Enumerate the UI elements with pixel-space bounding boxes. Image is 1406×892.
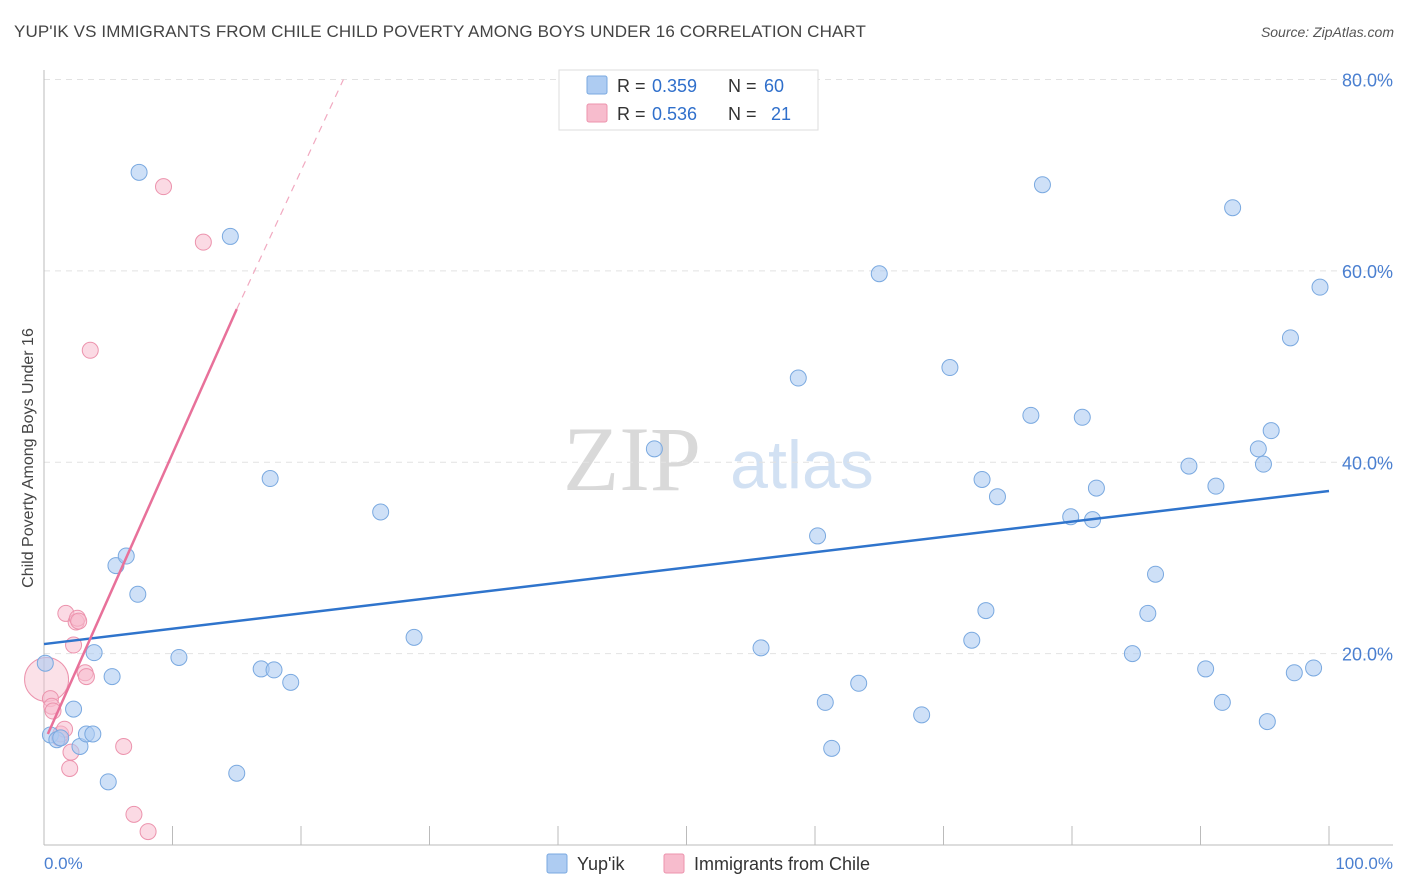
bottom-legend-label-yupik: Yup'ik [577, 854, 625, 874]
point-yupik [1073, 408, 1091, 426]
point-yupik [170, 648, 188, 666]
point-yupik [752, 639, 770, 657]
point-chile [155, 178, 173, 196]
legend-yupik-r-value: 0.359 [652, 76, 697, 96]
y-tick-label: 40.0% [1342, 453, 1393, 473]
trend-line-yupik [43, 489, 1330, 646]
point-yupik [1180, 457, 1198, 475]
point-yupik [52, 729, 70, 747]
point-chile [125, 805, 143, 823]
point-chile [139, 823, 157, 841]
point-yupik [1147, 565, 1165, 583]
point-yupik [1262, 422, 1280, 440]
point-yupik [816, 693, 834, 711]
point-yupik [221, 227, 239, 245]
y-tick-label: 60.0% [1342, 262, 1393, 282]
trend-line-chile [46, 308, 238, 735]
point-yupik [1285, 664, 1303, 682]
y-tick-label: 20.0% [1342, 645, 1393, 665]
point-chile [61, 759, 79, 777]
point-yupik [1139, 604, 1157, 622]
point-yupik [99, 773, 117, 791]
bottom-legend-swatch-chile [663, 853, 685, 874]
legend-chile-n-value: 21 [771, 104, 791, 124]
point-yupik [823, 739, 841, 757]
point-yupik [1305, 659, 1323, 677]
point-yupik [1123, 645, 1141, 663]
point-yupik [1213, 693, 1231, 711]
point-yupik [1224, 199, 1242, 217]
point-yupik [84, 725, 102, 743]
x-tick-label-min: 0.0% [44, 854, 83, 873]
point-yupik [129, 585, 147, 603]
watermark-zip: ZIP [563, 408, 701, 510]
point-yupik [261, 470, 279, 488]
chart-title: YUP'IK VS IMMIGRANTS FROM CHILE CHILD PO… [14, 22, 866, 41]
bottom-legend: Yup'ik Immigrants from Chile [546, 853, 870, 874]
point-yupik [1033, 176, 1051, 194]
point-yupik [1207, 477, 1225, 495]
point-yupik [372, 503, 390, 521]
point-yupik [850, 674, 868, 692]
point-yupik [789, 369, 807, 387]
source-label: Source: ZipAtlas.com [1260, 24, 1394, 40]
point-yupik [645, 440, 663, 458]
x-ticks [43, 826, 1330, 845]
point-yupik [988, 488, 1006, 506]
point-chile [70, 612, 88, 630]
x-tick-label-max: 100.0% [1335, 854, 1393, 873]
point-yupik [228, 764, 246, 782]
legend-box: R = 0.359 N = 60 R = 0.536 N = 21 [558, 69, 819, 131]
series-yupik-points [36, 163, 1329, 791]
point-yupik [1249, 440, 1267, 458]
point-chile [194, 233, 212, 251]
point-yupik [265, 661, 283, 679]
point-yupik [1087, 479, 1105, 497]
point-yupik [870, 265, 888, 283]
point-yupik [103, 668, 121, 686]
y-tick-label: 80.0% [1342, 71, 1393, 91]
watermark: ZIP atlas [563, 408, 874, 510]
legend-yupik-n-value: 60 [764, 76, 784, 96]
point-yupik [65, 700, 83, 718]
point-yupik [1311, 278, 1329, 296]
legend-chile-n-label: N = [728, 104, 757, 124]
bottom-legend-swatch-yupik [546, 853, 568, 874]
point-yupik [809, 527, 827, 545]
point-yupik [282, 673, 300, 691]
legend-chile-r-value: 0.536 [652, 104, 697, 124]
grid [44, 79, 1393, 655]
point-yupik [963, 631, 981, 649]
point-yupik [973, 470, 991, 488]
point-yupik [1197, 660, 1215, 678]
point-yupik [1254, 455, 1272, 473]
bottom-legend-label-chile: Immigrants from Chile [694, 854, 870, 874]
legend-yupik-n-label: N = [728, 76, 757, 96]
point-chile [115, 737, 133, 755]
legend-swatch-yupik [586, 75, 608, 95]
point-yupik [913, 706, 931, 724]
point-yupik [36, 654, 54, 672]
y-tick-labels: 20.0% 40.0% 60.0% 80.0% [1342, 71, 1393, 665]
point-yupik [1281, 329, 1299, 347]
point-yupik [130, 163, 148, 181]
point-yupik [405, 628, 423, 646]
legend-swatch-chile [586, 103, 608, 123]
point-chile [77, 668, 95, 686]
point-yupik [1022, 406, 1040, 424]
legend-yupik-r-label: R = [617, 76, 646, 96]
trend-line-chile-extension [236, 79, 344, 310]
point-chile [81, 341, 99, 359]
point-yupik [941, 359, 959, 377]
x-tick-labels: 0.0% 100.0% [44, 854, 1393, 873]
trend-lines [43, 79, 1330, 735]
watermark-atlas: atlas [730, 427, 874, 503]
point-yupik [85, 644, 103, 662]
axes [43, 70, 1393, 846]
point-yupik [1258, 713, 1276, 731]
point-yupik [977, 602, 995, 620]
legend-chile-r-label: R = [617, 104, 646, 124]
y-axis-title: Child Poverty Among Boys Under 16 [20, 328, 37, 588]
